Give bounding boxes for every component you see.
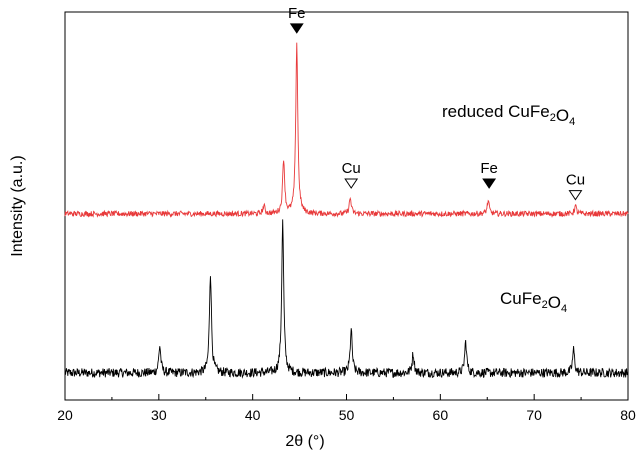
series-line	[64, 42, 629, 219]
x-tick-label: 20	[57, 407, 73, 423]
series-line	[64, 219, 629, 379]
peak-annotation-label: Fe	[288, 5, 306, 22]
open-triangle-marker	[344, 178, 359, 189]
x-axis-ticks: 20 30 40 50 60 70 80	[57, 394, 636, 423]
x-tick-label: 70	[526, 407, 542, 423]
filled-triangle-marker	[482, 178, 497, 189]
annotation-layer: Fe Cu Fe Cu	[288, 5, 585, 201]
open-triangle-marker	[568, 190, 583, 201]
peak-annotation-label: Cu	[566, 172, 585, 189]
series-label: reduced CuFe2O4	[442, 102, 575, 128]
x-tick-label: 80	[620, 407, 636, 423]
series-layer	[64, 42, 629, 379]
peak-annotation-label: Fe	[480, 160, 498, 177]
y-axis-label: Intensity (a.u.)	[9, 155, 26, 256]
x-tick-label: 60	[433, 407, 449, 423]
plot-frame	[64, 11, 629, 401]
x-axis-label: 2θ (°)	[285, 433, 324, 450]
x-tick-label: 50	[339, 407, 355, 423]
series-label-layer: CuFe2O4 reduced CuFe2O4	[442, 102, 575, 315]
series-label: CuFe2O4	[500, 289, 567, 315]
x-tick-label: 30	[151, 407, 167, 423]
peak-annotation-label: Cu	[342, 160, 361, 177]
filled-triangle-marker	[289, 23, 304, 34]
x-tick-label: 40	[245, 407, 261, 423]
